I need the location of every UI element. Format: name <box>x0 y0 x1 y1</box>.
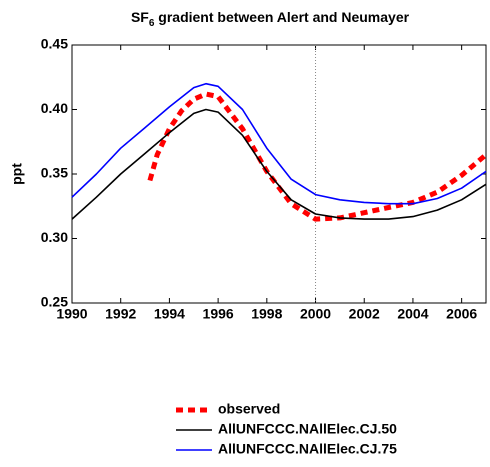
series-line <box>147 91 488 222</box>
x-tick-label: 2002 <box>349 306 380 322</box>
x-tick-label: 2004 <box>397 306 428 322</box>
x-tick-label: 1990 <box>56 306 87 322</box>
legend-label: AllUNFCCC.NAllElec.CJ.50 <box>218 421 397 437</box>
legend-label: observed <box>218 401 280 417</box>
y-tick-label: 0.25 <box>41 294 68 310</box>
x-tick-label: 1998 <box>251 306 282 322</box>
y-axis-label: ppt <box>9 163 25 185</box>
legend-label: AllUNFCCC.NAllElec.CJ.75 <box>218 441 397 457</box>
title-rest: gradient between Alert and Neumayer <box>154 9 409 25</box>
x-tick-label: 1994 <box>154 306 185 322</box>
x-tick-label: 2006 <box>446 306 477 322</box>
series-line <box>71 108 487 220</box>
y-tick-label: 0.35 <box>41 165 68 181</box>
series-line <box>71 82 487 205</box>
x-tick-label: 2000 <box>300 306 331 322</box>
plot-frame <box>71 44 487 304</box>
x-tick-label: 1996 <box>203 306 234 322</box>
title-main: SF <box>131 9 149 25</box>
y-tick-label: 0.45 <box>41 36 68 52</box>
x-tick-label: 1992 <box>105 306 136 322</box>
y-tick-label: 0.30 <box>41 229 68 245</box>
title-sub: 6 <box>149 18 155 29</box>
chart-title: SF6 gradient between Alert and Neumayer <box>131 9 410 29</box>
y-tick-label: 0.40 <box>41 100 68 116</box>
